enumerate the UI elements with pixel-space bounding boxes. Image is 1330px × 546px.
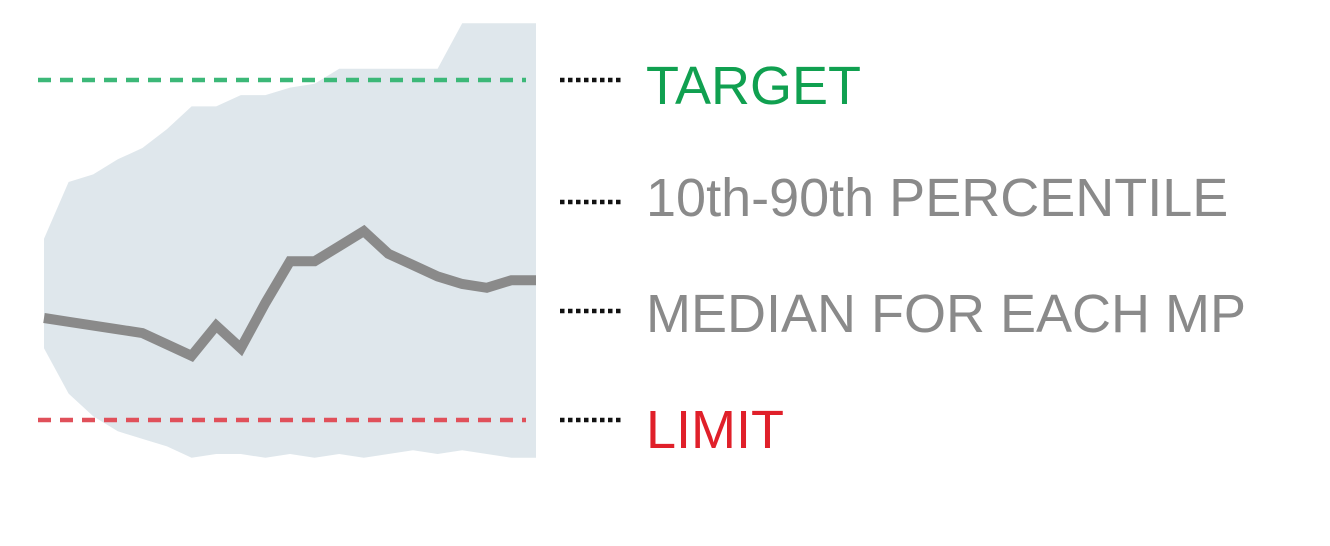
legend-label-median: MEDIAN FOR EACH MP [646, 284, 1246, 344]
percentile-band [44, 23, 536, 458]
plot-area [38, 23, 536, 458]
median-line [43, 224, 536, 362]
legend: TARGET 10th-90th PERCENTILE MEDIAN FOR E… [560, 56, 1246, 460]
legend-label-percentile: 10th-90th PERCENTILE [646, 168, 1228, 228]
legend-label-target: TARGET [646, 56, 861, 116]
legend-label-limit: LIMIT [646, 400, 784, 460]
